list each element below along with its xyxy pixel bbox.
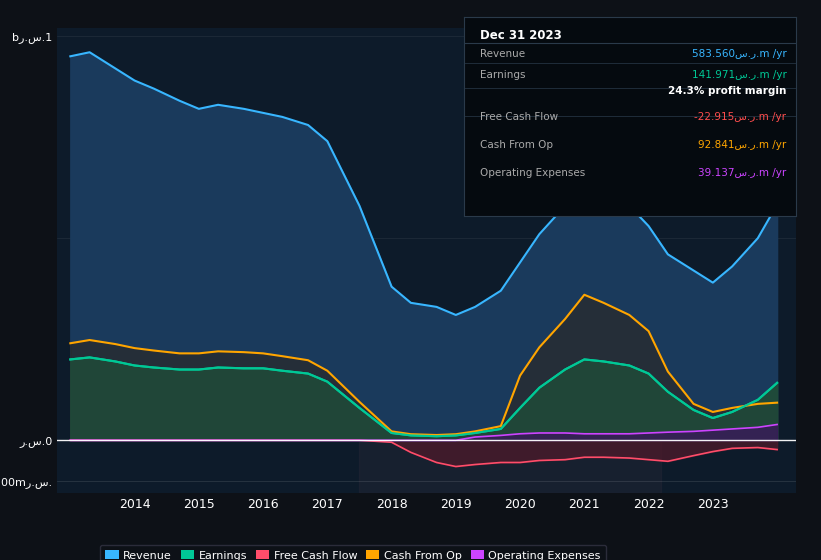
Text: Operating Expenses: Operating Expenses <box>480 168 585 178</box>
Text: Dec 31 2023: Dec 31 2023 <box>480 29 562 42</box>
Text: Cash From Op: Cash From Op <box>480 140 553 150</box>
Legend: Revenue, Earnings, Free Cash Flow, Cash From Op, Operating Expenses: Revenue, Earnings, Free Cash Flow, Cash … <box>99 545 607 560</box>
Text: 24.3% profit margin: 24.3% profit margin <box>668 86 787 96</box>
Text: Free Cash Flow: Free Cash Flow <box>480 112 558 122</box>
Text: 583.560س.ر.m /yr: 583.560س.ر.m /yr <box>691 49 787 59</box>
Polygon shape <box>360 339 662 493</box>
Text: 92.841س.ر.m /yr: 92.841س.ر.m /yr <box>698 140 787 150</box>
Text: -22.915س.ر.m /yr: -22.915س.ر.m /yr <box>695 112 787 122</box>
Text: 39.137س.ر.m /yr: 39.137س.ر.m /yr <box>698 168 787 178</box>
Text: 141.971س.ر.m /yr: 141.971س.ر.m /yr <box>691 71 787 81</box>
Text: Revenue: Revenue <box>480 49 525 59</box>
Text: Earnings: Earnings <box>480 71 526 81</box>
